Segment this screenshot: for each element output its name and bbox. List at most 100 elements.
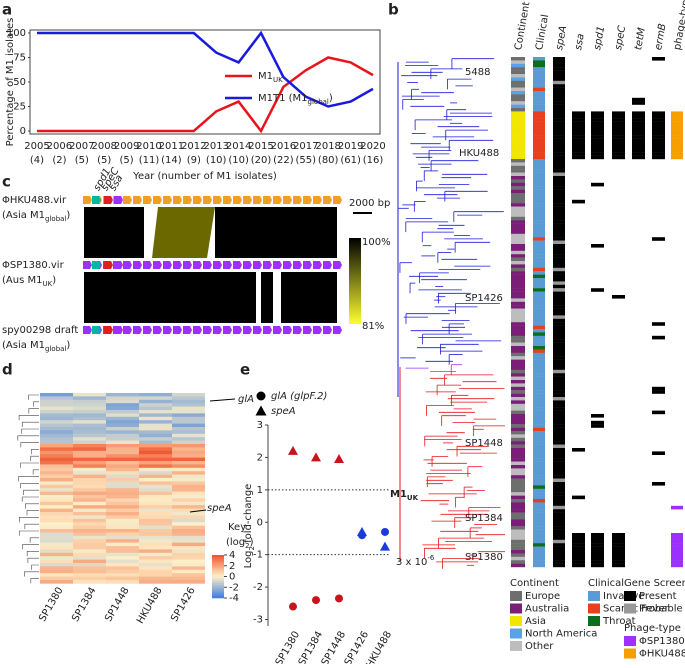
continent-cell (511, 431, 525, 435)
heatmap-cell (106, 569, 139, 574)
heatmap-cell (106, 484, 139, 489)
continent-cell (511, 135, 525, 139)
continent-cell (511, 271, 525, 275)
heatmap-cell (40, 430, 73, 435)
heatmap-cell (139, 525, 172, 530)
alignment-block (152, 207, 215, 258)
clinical-cell (533, 142, 545, 146)
gene-cell (612, 131, 625, 136)
point (381, 527, 389, 536)
heatmap-cell (172, 529, 205, 533)
gene-arrow (153, 196, 162, 204)
heatmap-cell (73, 403, 106, 407)
heatmap-cell (172, 416, 205, 421)
continent-cell (511, 176, 525, 180)
continent-cell (511, 315, 525, 319)
clinical-cell (533, 485, 545, 489)
continent-cell (511, 203, 525, 207)
continent-cell (511, 339, 525, 343)
heatmap-cell (172, 406, 205, 411)
gene-cell (553, 142, 565, 146)
clinical-cell (533, 543, 545, 547)
heatmap-cell (40, 393, 73, 397)
heatmap-cell (73, 542, 106, 547)
gene-cell (553, 349, 565, 353)
heatmap-cell (139, 542, 172, 547)
continent-cell (511, 529, 525, 534)
clinical-cell (533, 291, 545, 296)
dendrogram (20, 442, 39, 448)
gene-cell (652, 142, 665, 146)
gene-arrow (283, 261, 292, 269)
heatmap-cell (172, 430, 205, 435)
y-tick-label: -1 (253, 550, 263, 561)
heatmap-cell (139, 461, 172, 465)
clinical-cell (533, 189, 545, 194)
x-count-label: (5) (120, 155, 134, 166)
continent-cell (511, 451, 525, 455)
identity-label: 100% (362, 237, 391, 248)
gene-cell (553, 121, 565, 126)
heatmap-cell (106, 437, 139, 441)
key-swatch (212, 559, 224, 562)
clinical-cell (533, 295, 545, 299)
heatmap-cell (172, 576, 205, 581)
phage-cell (671, 539, 683, 544)
heatmap-cell (139, 573, 172, 577)
y-axis-title: Log2 fold-change (243, 484, 256, 569)
heatmap-cell (106, 427, 139, 431)
dendrogram (18, 415, 39, 421)
clinical-cell (533, 230, 545, 234)
legend-label: Throat (602, 616, 636, 627)
gene-cell (632, 97, 645, 102)
x-count-label: (4) (30, 155, 44, 166)
clinical-cell (533, 257, 545, 262)
gene-cell (553, 199, 565, 204)
heatmap-cell (172, 542, 205, 547)
heatmap-cell (106, 478, 139, 482)
heatmap-cell (139, 437, 172, 441)
tip-label: SP1380 (465, 552, 503, 563)
gene-cell (553, 550, 565, 554)
clinical-cell (533, 369, 545, 374)
y-tick-label: 1 (257, 485, 263, 496)
gene-cell (591, 142, 604, 146)
heatmap-cell (106, 580, 139, 584)
gene-cell (553, 179, 565, 183)
gene-cell (553, 410, 565, 415)
continent-cell (511, 512, 525, 517)
heatmap-cell (40, 437, 73, 441)
y-tick-label: 50 (13, 77, 26, 88)
heatmap-cell (73, 549, 106, 554)
gene-cell (553, 159, 565, 163)
clinical-cell (533, 155, 545, 160)
clinical-cell (533, 278, 545, 282)
gene-cell (553, 509, 565, 513)
gene-cell (652, 138, 665, 143)
x-tick-label: 2018 (315, 141, 340, 152)
clinical-cell (533, 94, 545, 98)
heatmap-cell (40, 440, 73, 445)
clinical-cell (533, 70, 545, 75)
gene-cell (553, 288, 565, 292)
gene-cell (591, 553, 604, 557)
continent-cell (511, 179, 525, 183)
heatmap-cell (73, 427, 106, 431)
gene-arrow (104, 261, 113, 269)
gene-cell (572, 550, 585, 554)
gene-arrow (323, 326, 332, 334)
continent-cell (511, 227, 525, 231)
gene-cell (553, 172, 565, 177)
clinical-cell (533, 244, 545, 248)
clinical-cell (533, 539, 545, 544)
continent-cell (511, 346, 525, 350)
continent-cell (511, 295, 525, 299)
heatmap-cell (40, 413, 73, 418)
heatmap-cell (73, 416, 106, 421)
heatmap-cell (106, 518, 139, 523)
gene-arrow (313, 326, 322, 334)
gene-arrow (293, 326, 302, 334)
y-tick-label: -3 (253, 615, 263, 626)
gene-cell (553, 329, 565, 333)
gene-cell (553, 407, 565, 411)
